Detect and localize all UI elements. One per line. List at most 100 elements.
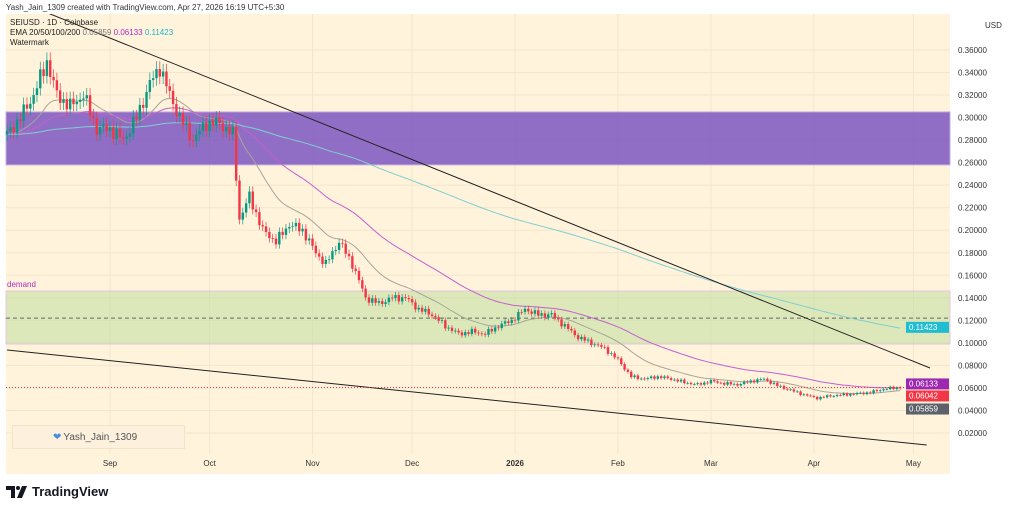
y-tick-label: 0.12000 [958, 316, 987, 325]
candle-body [497, 327, 500, 329]
candle-body [102, 124, 105, 127]
y-tick-label: 0.28000 [958, 136, 987, 145]
candle-body [168, 86, 171, 91]
candle-body [517, 311, 520, 321]
candle-body [225, 126, 228, 132]
candle-body [394, 295, 397, 299]
candle-body [786, 388, 789, 390]
candle-body [341, 242, 344, 244]
currency-label: USD [985, 21, 1002, 30]
candle-body [640, 378, 643, 380]
candle-body [381, 301, 384, 304]
candle-body [211, 120, 215, 126]
price-axis[interactable] [950, 14, 1024, 474]
candle-body [543, 313, 547, 318]
candle-body [65, 99, 69, 110]
candle-body [732, 383, 736, 385]
candle-body [623, 364, 626, 370]
candle-body [311, 238, 314, 246]
candle-body [271, 238, 274, 239]
candle-body [676, 379, 679, 382]
candle-body [673, 379, 676, 381]
candle-body [613, 353, 616, 358]
candle-body [238, 180, 241, 220]
candle-body [480, 333, 484, 335]
candle-body [118, 128, 122, 138]
candle-body [756, 379, 759, 383]
x-tick-label: Oct [203, 459, 216, 468]
candle-body [547, 314, 550, 318]
candle-body [281, 231, 284, 235]
candle-body [467, 332, 470, 334]
candle-body [387, 297, 391, 303]
candle-body [308, 238, 311, 241]
x-tick-label: 2026 [506, 459, 524, 468]
candle-body [769, 380, 772, 384]
candle-body [138, 104, 142, 120]
candle-body [474, 328, 477, 333]
candle-body [208, 120, 211, 131]
price-label: 0.05859 [909, 405, 938, 414]
candle-body [112, 127, 115, 139]
candle-body [15, 119, 19, 133]
candle-body [583, 336, 586, 341]
candle-body [344, 243, 347, 254]
zone-resistance [5, 111, 951, 166]
candle-body [663, 376, 666, 379]
candle-body [221, 123, 225, 132]
candle-body [483, 333, 487, 335]
candle-body [185, 122, 188, 125]
ema-label[interactable]: EMA 20/50/100/200 [10, 28, 81, 37]
candle-body [9, 127, 12, 132]
candle-body [334, 250, 337, 252]
price-chart[interactable]: demand 0.36000 0.34000 0.32000 0.30000 0.2800… [0, 14, 1024, 474]
candle-body [105, 124, 108, 132]
candle-body [82, 98, 85, 100]
candle-body [812, 395, 816, 397]
candle-body [427, 308, 430, 315]
tradingview-logo[interactable]: TradingView [6, 484, 108, 499]
candle-body [879, 390, 882, 392]
candle-body [98, 126, 102, 135]
candle-body [414, 302, 417, 310]
candle-body [298, 222, 301, 232]
candle-body [68, 98, 72, 110]
candle-body [523, 308, 527, 312]
candle-body [374, 298, 377, 303]
candle-body [88, 95, 92, 116]
candle-body [869, 392, 872, 394]
candle-body [596, 344, 600, 346]
brand-name: TradingView [32, 484, 109, 499]
candle-body [198, 130, 201, 135]
candle-body [404, 297, 407, 299]
candle-body [364, 288, 367, 298]
candle-body [454, 330, 457, 332]
candle-body [434, 316, 437, 318]
candle-body [762, 378, 766, 380]
x-tick-label: Apr [808, 459, 821, 468]
price-label-bg [906, 390, 949, 402]
candle-body [802, 394, 806, 396]
candle-body [35, 88, 39, 96]
candle-body [560, 319, 563, 327]
ema-line-50 [7, 107, 901, 389]
candle-body [132, 116, 135, 134]
candle-body [835, 394, 839, 397]
candle-body [437, 317, 440, 321]
candle-body [540, 313, 543, 316]
candle-body [304, 228, 308, 241]
candle-body [391, 297, 394, 299]
candle-body [234, 126, 238, 181]
symbol-info[interactable]: SEIUSD · 1D · Coinbase [10, 18, 99, 27]
y-tick-label: 0.02000 [958, 429, 987, 438]
y-tick-label: 0.24000 [958, 181, 987, 190]
candle-body [357, 270, 361, 281]
candle-body [719, 382, 723, 384]
candle-body [85, 95, 88, 99]
candle-body [354, 268, 357, 271]
candle-body [610, 353, 613, 355]
heart-icon: ❤ [53, 431, 62, 443]
candle-body [274, 238, 278, 245]
candle-body [317, 253, 321, 257]
candle-body [52, 76, 55, 81]
